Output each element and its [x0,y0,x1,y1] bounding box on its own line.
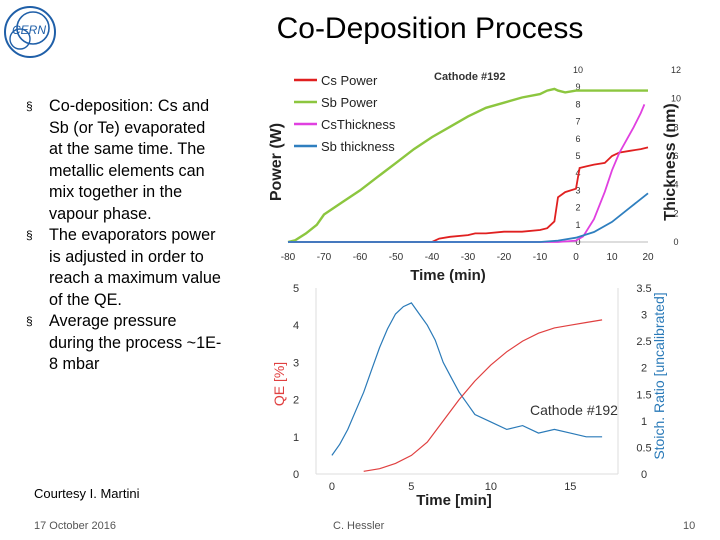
chart2-y2-tick-label: 2.5 [636,336,651,348]
chart2-y-tick-label: 3 [293,357,299,369]
qe-stoich-chart: 0 5 10 15 0 1 2 3 4 5 0 0.5 1 1.5 2 2.5 3 3.5 Time [min] QE… [271,283,667,509]
chart1-x-tick-label: 10 [606,252,618,263]
chart1-x-tick-label: 0 [573,252,579,263]
chart1-x-tick-label: -10 [533,252,548,263]
chart1-x-tick-label: -80 [281,252,296,263]
chart2-y-tick-label: 5 [293,283,299,295]
courtesy-note: Courtesy I. Martini [34,486,140,501]
chart1-y2-tick-label: 6 [673,151,678,161]
chart1-x-tick-label: -30 [461,252,476,263]
chart1-series-line [288,104,646,243]
bullet-item: § Co-deposition: Cs and Sb (or Te) evapor… [22,96,222,225]
slide-title: Co-Deposition Process [276,12,584,45]
bullet-marker: § [26,228,33,242]
chart1-legend-label: CsThickness [321,117,396,132]
chart1-y2-tick-label: 0 [673,237,678,247]
chart2-x-tick-label: 10 [485,481,497,493]
chart2-y-tick-label: 0 [293,469,299,481]
chart1-y2-tick-label: 10 [671,94,681,104]
chart2-y2-tick-label: 1.5 [636,389,651,401]
chart1-y-tick-label: 3 [575,185,580,195]
chart1-legend-label: Sb thickness [321,139,395,154]
chart2-x-tick-label: 5 [408,481,414,493]
chart1-legend-label: Sb Power [321,95,378,110]
chart1-legend-label: Cs Power [321,73,378,88]
chart1-y-tick-label: 0 [575,237,580,247]
chart1-series-line [288,146,649,243]
cern-logo: CERN [2,2,60,60]
chart1-x-tick-label: -70 [317,252,332,263]
chart2-x-tick-label: 0 [329,481,335,493]
chart1-series-line [287,87,648,244]
chart2-y2-tick-label: 0.5 [636,442,651,454]
footer-author: C. Hessler [333,520,385,532]
chart1-y-tick-label: 1 [575,220,580,230]
chart2-y-axis-title: QE [%] [271,362,287,406]
bullet-marker: § [26,314,33,328]
chart1-y2-tick-label: 8 [673,122,678,132]
chart1-y-tick-label: 7 [575,117,580,127]
chart1-x-axis-title: Time (min) [410,267,486,284]
chart1-y-tick-label: 2 [575,203,580,213]
bullet-list: § Co-deposition: Cs and Sb (or Te) evapor… [22,96,222,376]
chart2-y2-tick-label: 1 [641,416,647,428]
cern-logo-ring-outer [4,6,56,58]
chart2-y-tick-label: 4 [293,320,299,332]
chart2-y2-tick-label: 2 [641,363,647,375]
cern-logo-ring-inner [16,11,50,45]
chart1-y2-tick-label: 2 [673,208,678,218]
bullet-text: Average pressure during the process ~1E-… [49,312,222,373]
bullet-item: § The evaporators power is adjusted in or… [22,225,222,311]
chart2-y2-tick-label: 0 [641,469,647,481]
bullet-item: § Average pressure during the process ~1E… [22,311,222,376]
bullet-marker: § [26,99,33,113]
chart2-title: Cathode #192 [530,402,618,418]
chart1-x-tick-label: -40 [425,252,440,263]
chart1-y2-axis-title: Thickness (nm) [662,103,679,220]
chart1-x-tick-label: -60 [353,252,368,263]
chart1-y-tick-label: 5 [575,151,580,161]
footer-page-number: 10 [683,520,696,532]
chart1-x-tick-label: 20 [642,252,654,263]
cern-logo-text: CERN [12,23,46,37]
bullet-text: Co-deposition: Cs and Sb (or Te) evapora… [49,97,210,223]
chart1-title: Cathode #192 [434,71,506,83]
chart1-y2-tick-label: 4 [673,180,678,190]
chart2-y2-tick-label: 3 [641,310,647,322]
chart1-y-tick-label: 10 [573,65,583,75]
chart2-x-axis-title: Time [min] [416,492,492,509]
cern-logo-ring-small [9,28,31,50]
chart1-y-axis-title: Power (W) [268,123,285,201]
chart1-series-line [288,192,649,243]
chart1-x-tick-label: -20 [497,252,512,263]
chart1-y2-tick-label: 12 [671,65,681,75]
chart2-series-line [363,319,603,472]
chart1-y-tick-label: 8 [575,99,580,109]
chart1-y-tick-label: 6 [575,134,580,144]
chart2-y2-axis-title: Stoich. Ratio [uncalibrated] [651,292,667,459]
chart2-y-tick-label: 2 [293,395,299,407]
chart2-x-tick-label: 15 [564,481,576,493]
power-thickness-chart: -80 -70 -60 -50 -40 -30 -20 -10 0 10 2001234567891… [268,65,681,284]
chart1-y-tick-label: 9 [575,82,580,92]
chart2-y-tick-label: 1 [293,432,299,444]
chart2-series-line [331,302,603,456]
bullet-text: The evaporators power is adjusted in ord… [49,226,221,309]
chart2-y2-tick-label: 3.5 [636,283,651,295]
footer-date: 17 October 2016 [34,520,116,532]
chart1-x-tick-label: -50 [389,252,404,263]
